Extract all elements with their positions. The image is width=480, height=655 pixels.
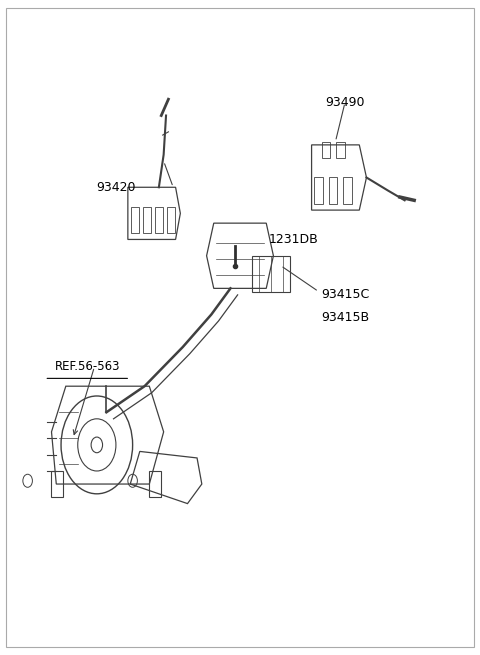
Text: 93490: 93490 — [325, 96, 365, 109]
Text: 93415B: 93415B — [321, 311, 369, 324]
Text: 93415C: 93415C — [321, 288, 370, 301]
Text: 93420: 93420 — [96, 181, 136, 194]
Text: REF.56-563: REF.56-563 — [55, 360, 120, 373]
Text: 1231DB: 1231DB — [269, 233, 318, 246]
